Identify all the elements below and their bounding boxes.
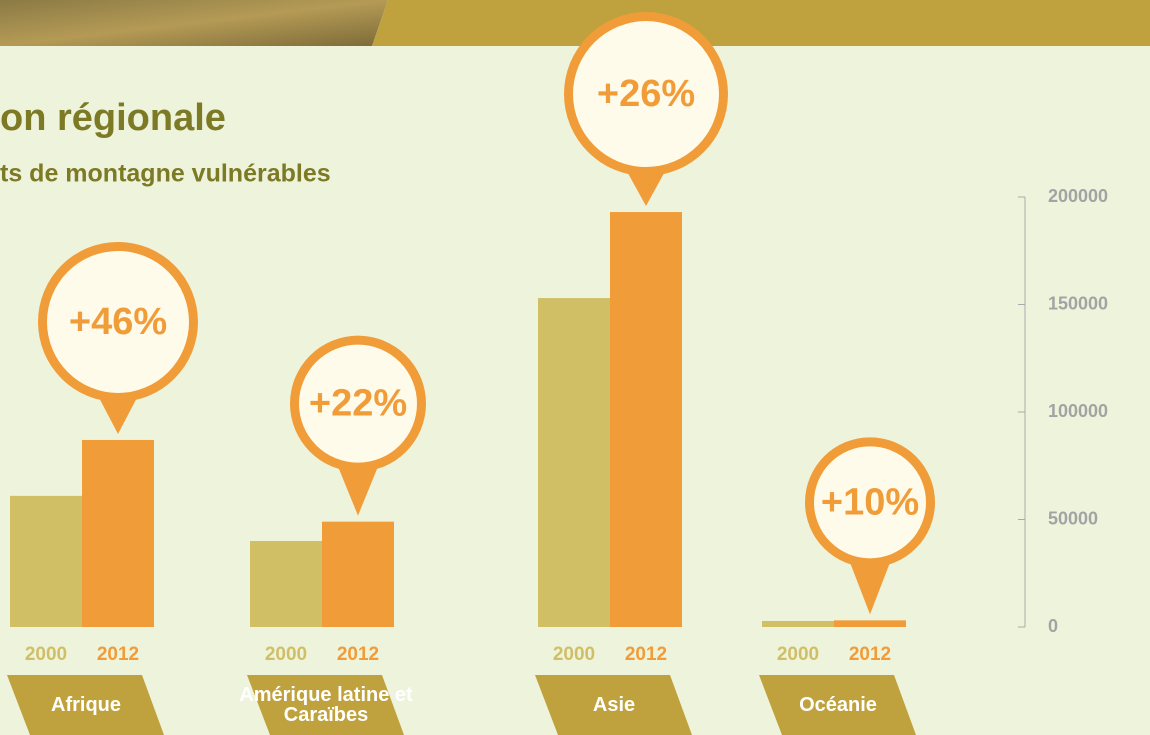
bubble: [814, 446, 926, 559]
category-tag: [7, 675, 164, 735]
bar: [610, 212, 682, 628]
legend-year: 2000: [553, 644, 595, 665]
category-tag: [759, 675, 916, 735]
legend-year: 2000: [265, 644, 307, 665]
header-band: [372, 0, 1150, 46]
category-tag: [247, 675, 404, 735]
bar: [10, 495, 82, 627]
category-tag: [535, 675, 692, 735]
bubble-pointer: [624, 166, 668, 207]
category-label: Océanie: [799, 694, 877, 716]
change-label: +26%: [597, 73, 695, 115]
legend-year: 2012: [625, 644, 667, 665]
bubble-pointer: [96, 391, 140, 434]
bar: [82, 439, 154, 627]
chart-subtitle: ts de montagne vulnérables: [0, 160, 331, 188]
change-label: +22%: [309, 383, 407, 425]
y-tick-label: 0: [1048, 616, 1058, 636]
header-photo: [0, 0, 388, 46]
bar: [538, 298, 610, 627]
category-label: Asie: [592, 694, 636, 716]
bubble: [573, 21, 719, 168]
bar: [250, 541, 322, 627]
bar: [834, 620, 906, 627]
y-tick-label: 150000: [1048, 293, 1108, 313]
category-label: Afrique: [51, 694, 121, 716]
y-tick-label: 200000: [1048, 186, 1108, 206]
legend-year: 2012: [337, 644, 379, 665]
legend-year: 2012: [849, 644, 891, 665]
legend-year: 2012: [97, 644, 139, 665]
bubble: [299, 344, 417, 463]
y-tick-label: 50000: [1048, 508, 1098, 528]
category-label: Amérique latine et Caraïbes: [239, 684, 413, 726]
legend-year: 2000: [777, 644, 819, 665]
chart-title: on régionale: [0, 97, 226, 139]
bubble: [47, 250, 189, 393]
legend-year: 2000: [25, 644, 67, 665]
change-label: +46%: [69, 301, 167, 343]
bubble-pointer: [336, 461, 380, 516]
bubble-pointer: [848, 557, 892, 615]
bar: [762, 620, 834, 627]
bar: [322, 521, 394, 627]
change-label: +10%: [821, 481, 919, 523]
y-tick-label: 100000: [1048, 401, 1108, 421]
